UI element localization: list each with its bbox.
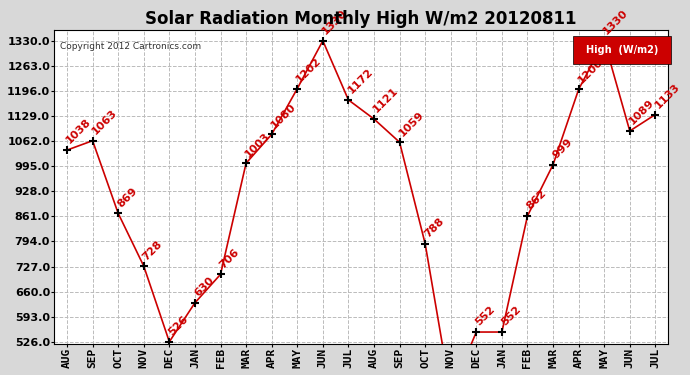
Text: 1172: 1172 (346, 67, 375, 96)
Text: 1080: 1080 (269, 101, 297, 130)
Title: Solar Radiation Monthly High W/m2 20120811: Solar Radiation Monthly High W/m2 201208… (146, 10, 577, 28)
Text: High  (W/m2): High (W/m2) (586, 45, 658, 55)
Text: 706: 706 (218, 247, 241, 270)
Text: 630: 630 (192, 275, 215, 298)
FancyBboxPatch shape (573, 36, 671, 64)
Text: 1089: 1089 (627, 98, 656, 127)
Text: 526: 526 (166, 314, 190, 338)
Text: Copyright 2012 Cartronics.com: Copyright 2012 Cartronics.com (61, 42, 201, 51)
Text: 728: 728 (141, 238, 164, 262)
Text: 1003: 1003 (244, 130, 272, 159)
Text: 1059: 1059 (397, 109, 426, 138)
Text: 1038: 1038 (64, 117, 93, 146)
Text: 1121: 1121 (371, 86, 400, 115)
Text: 389: 389 (0, 374, 1, 375)
Text: 869: 869 (115, 186, 139, 209)
Text: 1330: 1330 (602, 8, 630, 37)
Text: 1133: 1133 (653, 81, 682, 110)
Text: 999: 999 (550, 137, 574, 160)
Text: 788: 788 (422, 216, 446, 240)
Text: 1330: 1330 (320, 8, 348, 37)
Text: 552: 552 (499, 304, 522, 328)
Text: 862: 862 (524, 188, 549, 212)
Text: 1200: 1200 (576, 56, 604, 85)
Text: 1063: 1063 (90, 108, 119, 136)
Text: 552: 552 (473, 304, 497, 328)
Text: 1202: 1202 (295, 56, 324, 84)
